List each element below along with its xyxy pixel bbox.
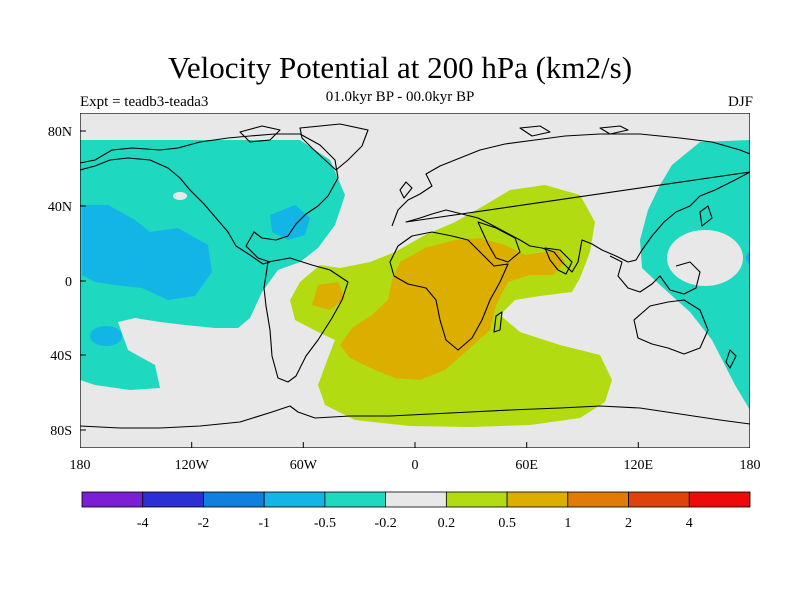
colorbar-swatch bbox=[506, 491, 569, 508]
latitude-axis bbox=[80, 130, 86, 431]
contour-neg-east-edge bbox=[746, 252, 750, 264]
contour-neutral-patch bbox=[173, 192, 187, 200]
coast-south-america bbox=[263, 257, 349, 383]
colorbar-swatch bbox=[628, 491, 690, 508]
colorbar-swatch bbox=[142, 491, 204, 508]
coast-arctic-islands bbox=[239, 125, 629, 143]
coast-arabia bbox=[477, 221, 521, 263]
lon-label: 120E bbox=[624, 458, 654, 473]
lon-label: 180 bbox=[740, 458, 761, 473]
map-plot-area bbox=[80, 113, 750, 448]
lon-label: 120W bbox=[175, 458, 210, 473]
contour-neutral-west-pacific-gap bbox=[667, 230, 743, 286]
colorbar-label: 0.5 bbox=[498, 516, 516, 531]
coast-australia bbox=[633, 299, 709, 355]
contour-neg-south-pacific-core bbox=[90, 326, 122, 346]
lon-label: 180 bbox=[70, 458, 91, 473]
colorbar-label: -1 bbox=[258, 516, 270, 531]
coast-british-isles bbox=[399, 181, 413, 199]
colorbar-swatch bbox=[263, 491, 326, 508]
lat-label: 80S bbox=[50, 424, 72, 439]
contour-neg-north-america bbox=[80, 140, 345, 390]
colorbar-label: -0.2 bbox=[375, 516, 397, 531]
colorbar-label: -0.5 bbox=[314, 516, 336, 531]
colorbar-label: 1 bbox=[564, 516, 571, 531]
colorbar-swatch bbox=[324, 491, 387, 508]
coast-greenland bbox=[299, 123, 369, 171]
colorbar-swatch bbox=[445, 491, 508, 508]
contour-neg-gulf-core bbox=[270, 205, 310, 240]
colorbar-label: 2 bbox=[625, 516, 632, 531]
season-label: DJF bbox=[727, 94, 753, 110]
contour-neg-east-pacific-core bbox=[82, 205, 212, 300]
experiment-label: Expt = teadb3-teada3 bbox=[80, 94, 209, 110]
chart-subtitle: 01.0kyr BP - 00.0kyr BP bbox=[325, 89, 475, 105]
lat-label: 0 bbox=[65, 275, 72, 290]
lat-label: 40S bbox=[50, 349, 72, 364]
colorbar-swatch bbox=[385, 491, 447, 508]
contour-pos-atlantic-core bbox=[312, 282, 345, 310]
contour-pos-africa-core bbox=[340, 238, 565, 380]
lon-label: 0 bbox=[412, 458, 419, 473]
coast-antarctica bbox=[80, 405, 750, 429]
coast-north-america bbox=[80, 133, 339, 265]
coast-japan bbox=[699, 205, 713, 227]
lon-label: 60W bbox=[290, 458, 318, 473]
coast-madagascar bbox=[493, 311, 503, 333]
colorbar-swatch bbox=[567, 491, 629, 508]
coast-india bbox=[544, 247, 573, 275]
colorbar-label: 4 bbox=[686, 516, 693, 531]
colorbar-swatch bbox=[81, 491, 144, 508]
lat-label: 80N bbox=[48, 125, 72, 140]
coast-europe-asia bbox=[391, 133, 750, 273]
coast-new-zealand bbox=[725, 349, 737, 369]
lat-label: 40N bbox=[48, 200, 72, 215]
coast-africa bbox=[389, 231, 509, 351]
coast-southeast-asia bbox=[609, 255, 701, 295]
colorbar-swatch bbox=[203, 491, 265, 508]
colorbar-swatch bbox=[688, 491, 751, 508]
colorbar-label: -2 bbox=[198, 516, 210, 531]
coastlines bbox=[80, 123, 750, 429]
colorbar: -4 -2 -1 -0.5 -0.2 0.2 0.5 1 2 4 bbox=[81, 491, 751, 531]
lon-label: 60E bbox=[515, 458, 538, 473]
chart-title: Velocity Potential at 200 hPa (km2/s) bbox=[167, 50, 633, 85]
colorbar-label: -4 bbox=[137, 516, 149, 531]
colorbar-label: 0.2 bbox=[438, 516, 456, 531]
longitude-axis bbox=[191, 442, 639, 448]
